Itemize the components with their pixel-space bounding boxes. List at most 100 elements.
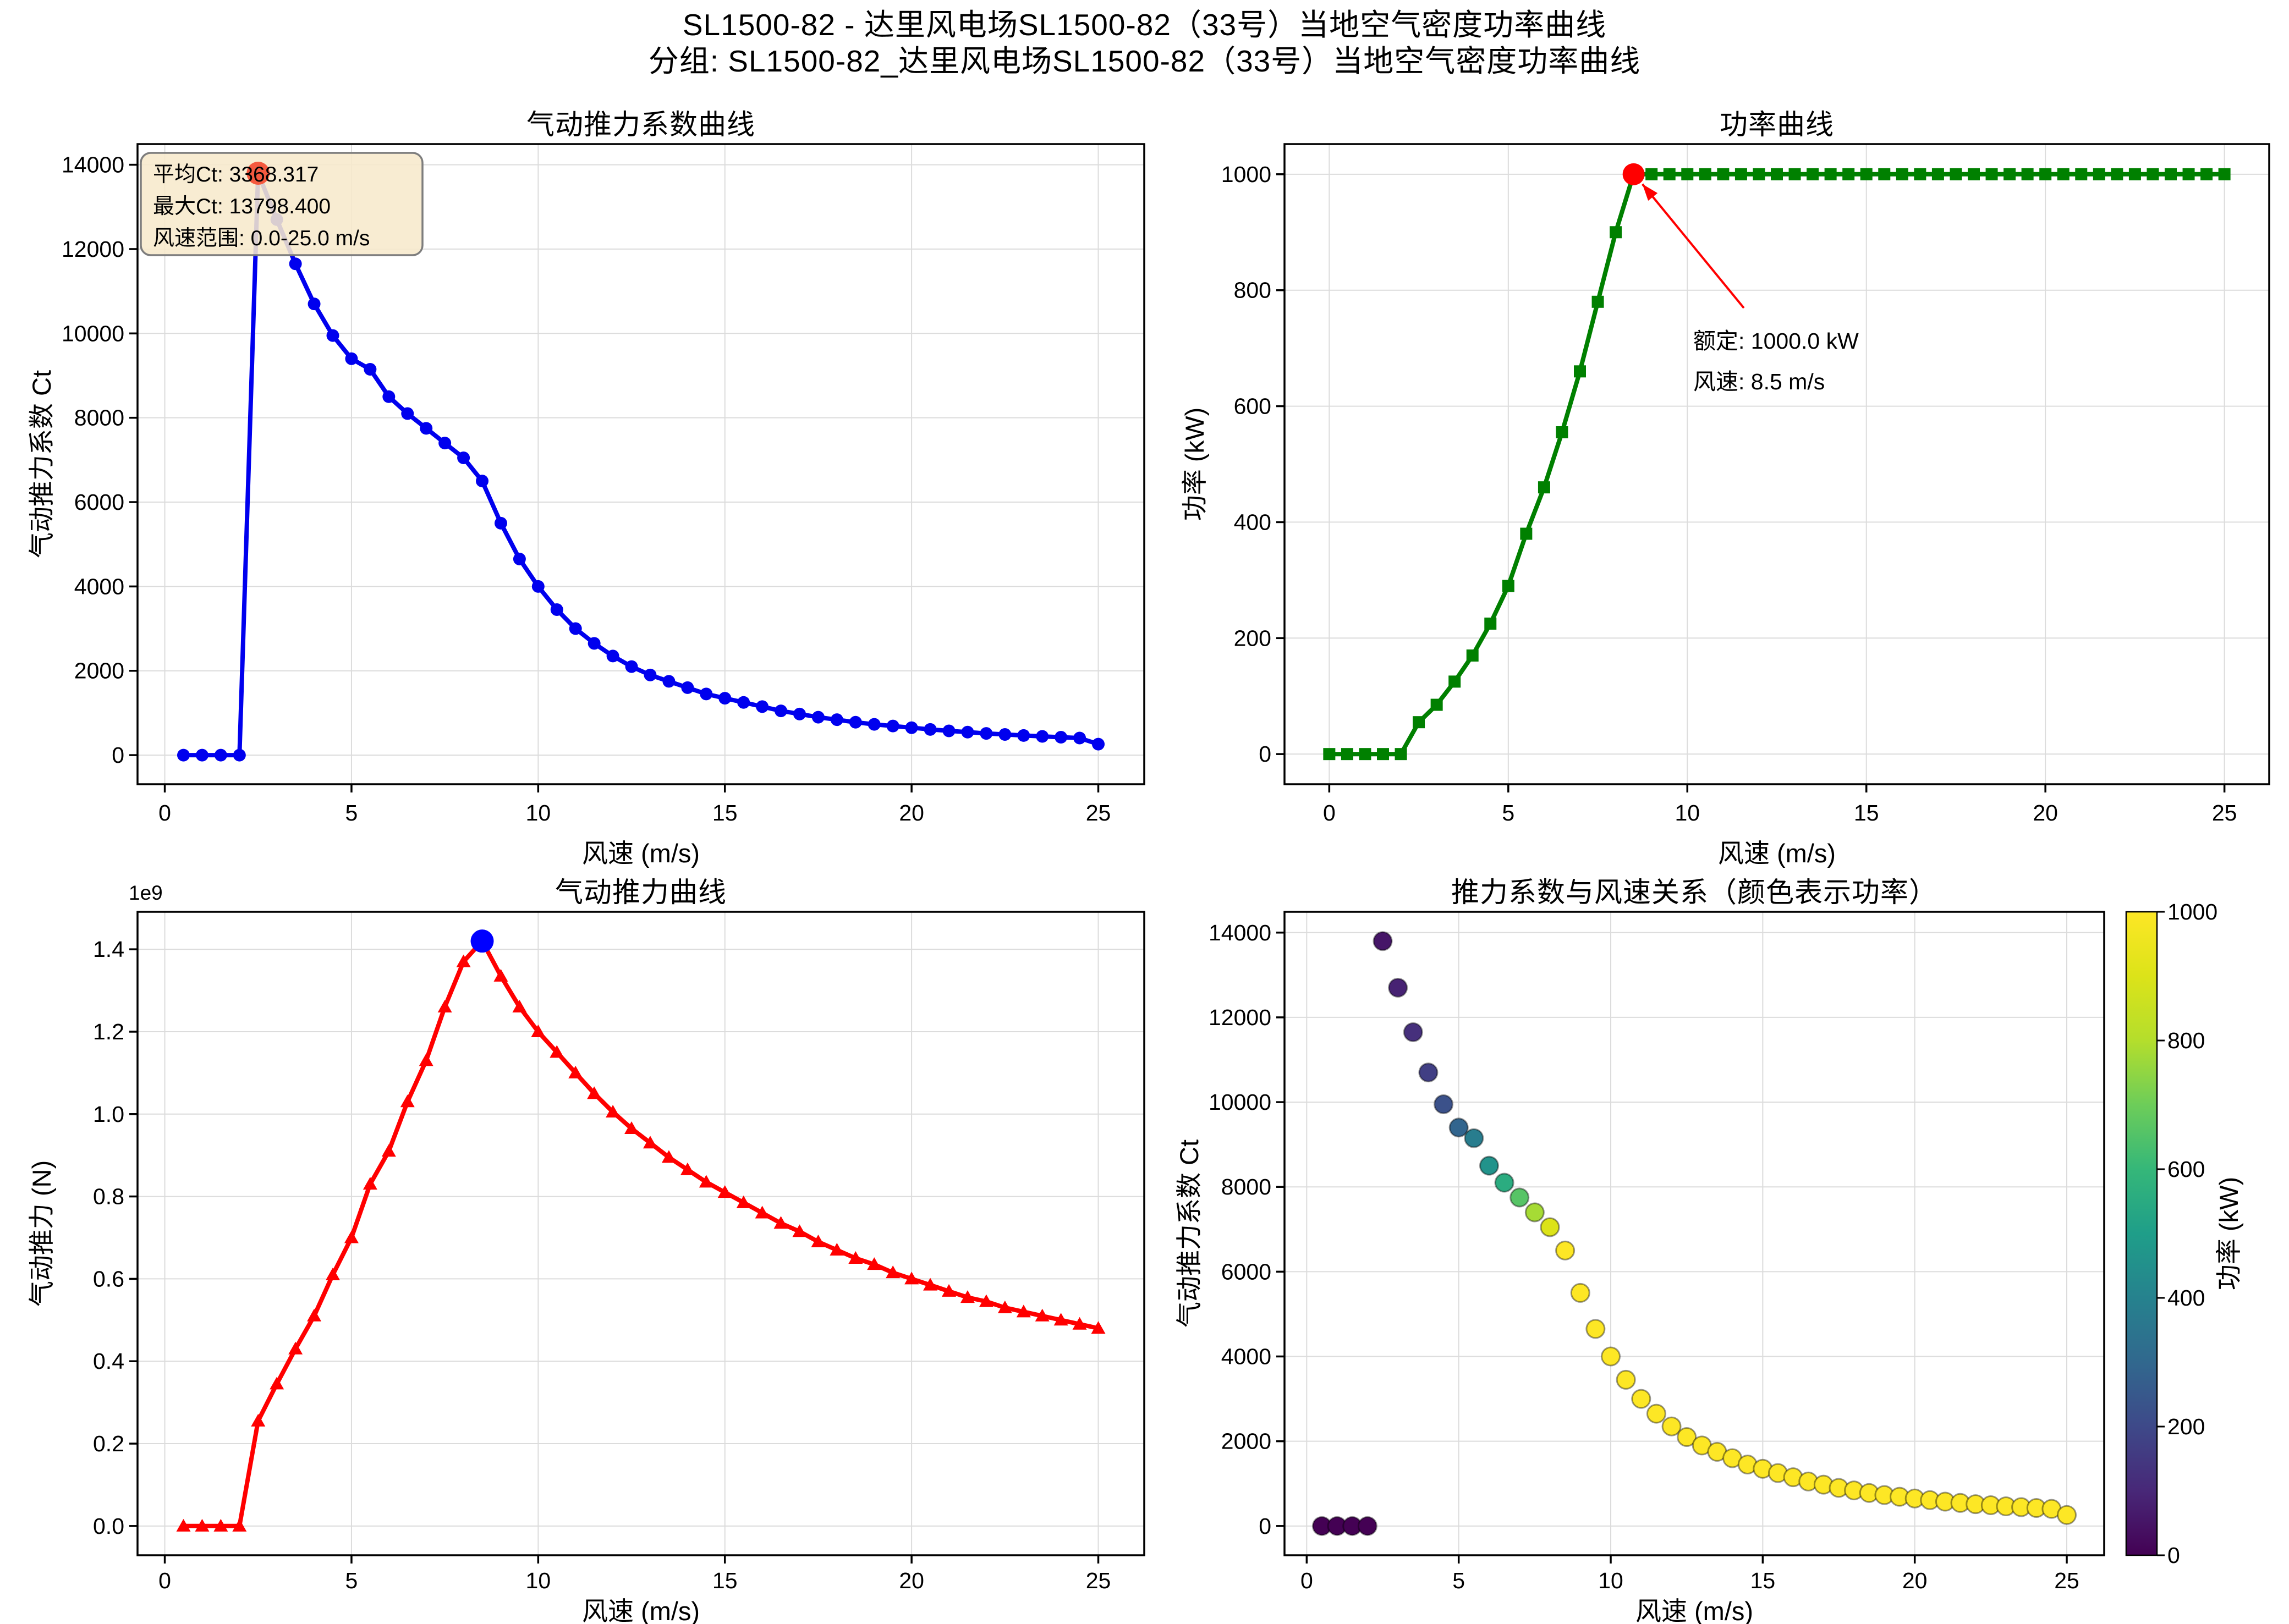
svg-text:0.8: 0.8 bbox=[93, 1184, 124, 1209]
axis-ticks: 0 5 10 15 20 25 0 200 400 600 800 1000 bbox=[1221, 162, 2237, 825]
svg-text:25: 25 bbox=[1086, 1568, 1111, 1593]
y-axis-offset-text: 1e9 bbox=[129, 882, 163, 904]
colorbar-label: 功率 (kW) bbox=[2214, 1177, 2243, 1290]
svg-text:600: 600 bbox=[1234, 394, 1271, 419]
x-axis-label: 风速 (m/s) bbox=[1718, 839, 1836, 868]
subplot-title: 气动推力系数曲线 bbox=[526, 109, 755, 140]
svg-text:5: 5 bbox=[345, 1568, 358, 1593]
thrust-curve-subplot: 1e9 0 5 10 15 20 25 0.0 0.2 0.4 0.6 0.8 1.0 1.2 1.4 气动推… bbox=[27, 877, 1145, 1624]
svg-text:10: 10 bbox=[526, 800, 551, 825]
svg-text:额定: 1000.0 kW: 额定: 1000.0 kW bbox=[1693, 328, 1859, 354]
svg-text:4000: 4000 bbox=[1221, 1344, 1271, 1369]
ct-stats-info-box: 平均Ct: 3368.317 最大Ct: 13798.400 风速范围: 0.0-2… bbox=[140, 152, 424, 256]
svg-text:0: 0 bbox=[2167, 1543, 2180, 1568]
svg-text:8000: 8000 bbox=[1221, 1174, 1271, 1199]
svg-text:400: 400 bbox=[1234, 509, 1271, 535]
axes-frame bbox=[1283, 911, 2105, 1556]
subplot-title: 气动推力曲线 bbox=[555, 877, 727, 908]
x-axis-label: 风速 (m/s) bbox=[582, 839, 700, 868]
ct-curve-series bbox=[177, 167, 1105, 762]
power-curve-subplot: 额定: 1000.0 kW 风速: 8.5 m/s 0 5 10 15 20 25 0 200 40… bbox=[1180, 109, 2270, 868]
axes-frame bbox=[136, 143, 1145, 785]
grid-lines bbox=[1285, 144, 2269, 784]
svg-text:1000: 1000 bbox=[2167, 899, 2217, 924]
svg-text:0: 0 bbox=[1259, 741, 1271, 767]
x-axis-label: 风速 (m/s) bbox=[1635, 1597, 1753, 1624]
y-axis-label: 气动推力系数 Ct bbox=[1174, 1139, 1204, 1328]
rated-point-dot bbox=[1622, 163, 1645, 185]
figure-subtitle: 分组: SL1500-82_达里风电场SL1500-82（33号）当地空气密度功… bbox=[648, 44, 1641, 78]
svg-text:1000: 1000 bbox=[1221, 162, 1271, 187]
svg-text:200: 200 bbox=[2167, 1414, 2205, 1439]
svg-text:8000: 8000 bbox=[74, 405, 124, 431]
svg-text:10000: 10000 bbox=[1209, 1089, 1271, 1115]
grid-lines bbox=[1285, 912, 2104, 1555]
svg-text:1.0: 1.0 bbox=[93, 1102, 124, 1127]
axes-frame bbox=[136, 911, 1145, 1556]
svg-text:0: 0 bbox=[112, 742, 124, 768]
subplot-title: 推力系数与风速关系（颜色表示功率） bbox=[1451, 877, 1937, 908]
axis-ticks: 0 5 10 15 20 25 0.0 0.2 0.4 0.6 0.8 1.0 1.2 1.4 bbox=[93, 937, 1111, 1593]
svg-text:风速范围: 0.0-25.0 m/s: 风速范围: 0.0-25.0 m/s bbox=[153, 227, 370, 250]
svg-text:15: 15 bbox=[1750, 1568, 1776, 1593]
svg-text:平均Ct: 3368.317: 平均Ct: 3368.317 bbox=[153, 163, 319, 186]
svg-text:0: 0 bbox=[1300, 1568, 1313, 1593]
svg-text:14000: 14000 bbox=[1209, 920, 1271, 945]
svg-text:400: 400 bbox=[2167, 1285, 2205, 1311]
svg-text:800: 800 bbox=[1234, 278, 1271, 303]
svg-text:15: 15 bbox=[712, 800, 738, 825]
svg-text:2000: 2000 bbox=[1221, 1429, 1271, 1454]
grid-lines bbox=[138, 912, 1144, 1555]
svg-text:20: 20 bbox=[899, 800, 924, 825]
y-axis-label: 气动推力 (N) bbox=[27, 1160, 56, 1307]
svg-text:6000: 6000 bbox=[1221, 1259, 1271, 1284]
svg-text:20: 20 bbox=[899, 1568, 924, 1593]
svg-text:0: 0 bbox=[1259, 1513, 1271, 1539]
ct-peak-dot bbox=[246, 162, 270, 185]
svg-text:5: 5 bbox=[345, 800, 358, 825]
svg-text:5: 5 bbox=[1502, 800, 1514, 825]
svg-text:20: 20 bbox=[1902, 1568, 1928, 1593]
svg-text:2000: 2000 bbox=[74, 658, 124, 684]
svg-text:风速: 8.5 m/s: 风速: 8.5 m/s bbox=[1693, 369, 1825, 394]
rated-power-annotation: 额定: 1000.0 kW 风速: 8.5 m/s bbox=[1622, 163, 1859, 394]
svg-text:600: 600 bbox=[2167, 1157, 2205, 1182]
ct-vs-wind-scatter-series bbox=[1311, 931, 2077, 1536]
svg-text:10000: 10000 bbox=[62, 321, 124, 346]
svg-text:1.2: 1.2 bbox=[93, 1019, 124, 1044]
y-axis-label: 气动推力系数 Ct bbox=[27, 370, 56, 558]
svg-text:10: 10 bbox=[1598, 1568, 1623, 1593]
svg-text:10: 10 bbox=[1675, 800, 1700, 825]
svg-text:25: 25 bbox=[2212, 800, 2237, 825]
svg-text:15: 15 bbox=[1854, 800, 1879, 825]
svg-text:0: 0 bbox=[1323, 800, 1336, 825]
svg-text:0: 0 bbox=[158, 1568, 171, 1593]
svg-text:0: 0 bbox=[158, 800, 171, 825]
svg-text:4000: 4000 bbox=[74, 574, 124, 599]
svg-text:12000: 12000 bbox=[62, 236, 124, 262]
svg-text:20: 20 bbox=[2033, 800, 2058, 825]
svg-text:14000: 14000 bbox=[62, 152, 124, 178]
thrust-curve-series bbox=[176, 934, 1106, 1532]
svg-text:10: 10 bbox=[526, 1568, 551, 1593]
svg-text:0.2: 0.2 bbox=[93, 1431, 124, 1456]
svg-text:5: 5 bbox=[1452, 1568, 1465, 1593]
svg-text:0.4: 0.4 bbox=[93, 1348, 124, 1374]
figure-title: SL1500-82 - 达里风电场SL1500-82（33号）当地空气密度功率曲… bbox=[682, 8, 1607, 42]
svg-text:200: 200 bbox=[1234, 625, 1271, 651]
svg-text:800: 800 bbox=[2167, 1028, 2205, 1053]
svg-text:15: 15 bbox=[712, 1568, 738, 1593]
axes-frame bbox=[1283, 143, 2270, 785]
axis-ticks: 0 5 10 15 20 25 0 2000 4000 6000 8000 10000 12000 140… bbox=[62, 152, 1111, 825]
subplot-title: 功率曲线 bbox=[1720, 109, 1834, 140]
svg-text:12000: 12000 bbox=[1209, 1005, 1271, 1030]
svg-text:最大Ct: 13798.400: 最大Ct: 13798.400 bbox=[153, 195, 331, 218]
svg-text:6000: 6000 bbox=[74, 489, 124, 515]
svg-text:0.0: 0.0 bbox=[93, 1513, 124, 1539]
svg-text:1.4: 1.4 bbox=[93, 937, 124, 962]
x-axis-label: 风速 (m/s) bbox=[582, 1597, 700, 1624]
axis-ticks: 0 5 10 15 20 25 0 2000 4000 6000 8000 10000 12000 140… bbox=[1209, 920, 2079, 1593]
svg-text:25: 25 bbox=[1086, 800, 1111, 825]
